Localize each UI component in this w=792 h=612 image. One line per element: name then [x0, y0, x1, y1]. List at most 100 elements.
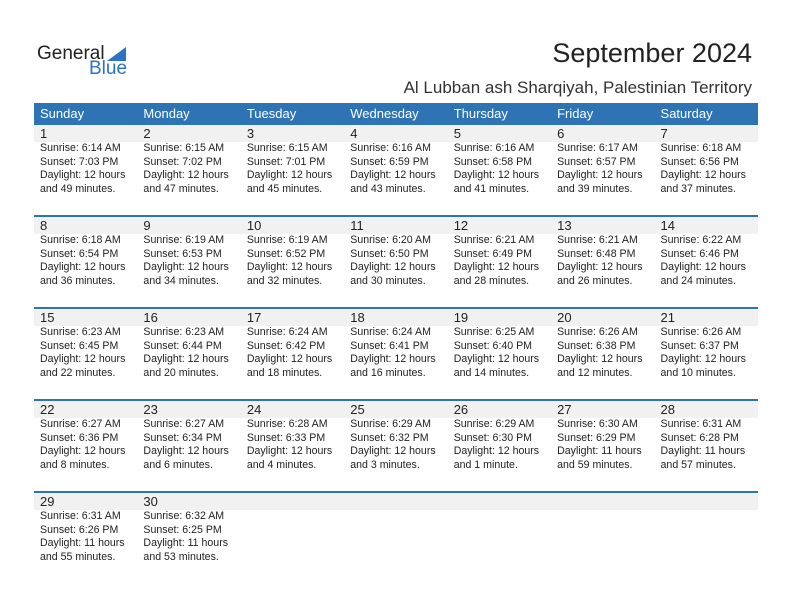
- sunset-time: Sunset: 6:42 PM: [246, 339, 326, 352]
- daylight-minutes: and 24 minutes.: [660, 274, 736, 287]
- daylight-hours: Daylight: 12 hours: [246, 169, 333, 182]
- daylight-minutes: and 8 minutes.: [40, 458, 110, 471]
- day-number-band: [34, 125, 758, 142]
- daylight-minutes: and 14 minutes.: [453, 366, 530, 379]
- weekday-friday: Friday: [557, 106, 594, 121]
- sunrise-time: Sunrise: 6:17 AM: [557, 142, 638, 154]
- daylight-hours: Daylight: 12 hours: [143, 445, 229, 458]
- day-number: 9: [143, 218, 151, 233]
- week-days: 22 Sunrise: 6:27 AM Sunset: 6:36 PM Dayligh…: [34, 401, 758, 472]
- day-cell: 12 Sunrise: 6:21 AM Sunset: 6:49 PM Dayligh…: [448, 217, 551, 288]
- sunrise-time: Sunrise: 6:22 AM: [660, 234, 742, 246]
- day-number: 3: [246, 126, 255, 141]
- sunset-time: Sunset: 6:46 PM: [660, 247, 739, 260]
- sunset-time: Sunset: 6:57 PM: [557, 155, 636, 168]
- sunrise-time: Sunrise: 6:15 AM: [246, 142, 328, 154]
- sunset-time: Sunset: 6:58 PM: [453, 155, 533, 168]
- day-cell: 16 Sunrise: 6:23 AM Sunset: 6:44 PM Dayligh…: [137, 309, 240, 380]
- sunrise-time: Sunrise: 6:19 AM: [143, 234, 225, 246]
- day-cell: 2 Sunrise: 6:15 AM Sunset: 7:02 PM Daylight…: [137, 125, 240, 196]
- week-days: 8 Sunrise: 6:18 AM Sunset: 6:54 PM Daylight…: [34, 217, 758, 288]
- week-days: 15 Sunrise: 6:23 AM Sunset: 6:45 PM Dayligh…: [34, 309, 758, 380]
- sunrise-time: Sunrise: 6:25 AM: [453, 326, 535, 338]
- sunrise-time: Sunrise: 6:23 AM: [40, 326, 121, 338]
- day-cell: 5 Sunrise: 6:16 AM Sunset: 6:58 PM Daylight…: [448, 125, 551, 196]
- day-number: 13: [557, 218, 572, 233]
- sunrise-time: Sunrise: 6:24 AM: [246, 326, 328, 338]
- sunrise-time: Sunrise: 6:31 AM: [660, 418, 742, 430]
- day-number: 28: [660, 402, 675, 417]
- day-cell: 6 Sunrise: 6:17 AM Sunset: 6:57 PM Daylight…: [551, 125, 654, 196]
- daylight-minutes: and 18 minutes.: [246, 366, 323, 379]
- sunrise-time: Sunrise: 6:21 AM: [453, 234, 535, 246]
- day-cell: 1 Sunrise: 6:14 AM Sunset: 7:03 PM Daylight…: [34, 125, 137, 196]
- daylight-hours: Daylight: 12 hours: [143, 353, 229, 366]
- sunrise-time: Sunrise: 6:15 AM: [143, 142, 225, 154]
- daylight-minutes: and 34 minutes.: [143, 274, 219, 287]
- daylight-hours: Daylight: 12 hours: [660, 261, 746, 274]
- day-cell: 30 Sunrise: 6:32 AM Sunset: 6:25 PM Dayligh…: [137, 493, 240, 564]
- sunset-time: Sunset: 6:32 PM: [350, 431, 429, 444]
- sunrise-time: Sunrise: 6:21 AM: [557, 234, 638, 246]
- day-number-band: [34, 217, 758, 234]
- daylight-minutes: and 37 minutes.: [660, 182, 736, 195]
- weekday-sunday: Sunday: [40, 106, 85, 121]
- daylight-hours: Daylight: 12 hours: [453, 445, 540, 458]
- day-cell: 20 Sunrise: 6:26 AM Sunset: 6:38 PM Dayligh…: [551, 309, 654, 380]
- sunset-time: Sunset: 6:34 PM: [143, 431, 222, 444]
- day-number: 19: [453, 310, 469, 325]
- sunrise-time: Sunrise: 6:26 AM: [660, 326, 742, 338]
- day-number: 26: [453, 402, 469, 417]
- sunrise-time: Sunrise: 6:30 AM: [557, 418, 638, 430]
- sunset-time: Sunset: 6:33 PM: [246, 431, 326, 444]
- sunrise-time: Sunrise: 6:23 AM: [143, 326, 225, 338]
- day-cell: 8 Sunrise: 6:18 AM Sunset: 6:54 PM Daylight…: [34, 217, 137, 288]
- daylight-hours: Daylight: 11 hours: [660, 445, 746, 458]
- daylight-minutes: and 4 minutes.: [246, 458, 317, 471]
- logo-general: General: [37, 43, 105, 64]
- day-number: 21: [660, 310, 675, 325]
- day-number: 7: [660, 126, 668, 141]
- sunrise-time: Sunrise: 6:28 AM: [246, 418, 328, 430]
- day-number: 15: [40, 310, 55, 325]
- sunset-time: Sunset: 6:25 PM: [143, 523, 222, 536]
- sunset-time: Sunset: 6:29 PM: [557, 431, 636, 444]
- logo: General Blue: [37, 43, 137, 83]
- daylight-hours: Daylight: 11 hours: [557, 445, 642, 458]
- daylight-hours: Daylight: 12 hours: [660, 169, 746, 182]
- day-number: 10: [246, 218, 262, 233]
- daylight-hours: Daylight: 12 hours: [350, 445, 436, 458]
- sunrise-time: Sunrise: 6:31 AM: [40, 510, 121, 522]
- sunset-time: Sunset: 6:26 PM: [40, 523, 119, 536]
- daylight-hours: Daylight: 12 hours: [40, 169, 126, 182]
- weekday-header: Sunday Monday Tuesday Wednesday Thursday Frid…: [34, 103, 758, 125]
- day-cell: 13 Sunrise: 6:21 AM Sunset: 6:48 PM Dayligh…: [551, 217, 654, 288]
- sunset-time: Sunset: 6:56 PM: [660, 155, 739, 168]
- day-number: 23: [143, 402, 158, 417]
- day-number: 24: [246, 402, 262, 417]
- day-cell: 17 Sunrise: 6:24 AM Sunset: 6:42 PM Dayligh…: [241, 309, 344, 380]
- sunset-time: Sunset: 6:44 PM: [143, 339, 222, 352]
- daylight-minutes: and 57 minutes.: [660, 458, 736, 471]
- day-number: 30: [143, 494, 158, 509]
- weekday-saturday: Saturday: [660, 106, 713, 121]
- day-number: 12: [453, 218, 469, 233]
- week-days: 29 Sunrise: 6:31 AM Sunset: 6:26 PM Dayligh…: [34, 493, 758, 564]
- daylight-minutes: and 22 minutes.: [40, 366, 116, 379]
- day-cell: 18 Sunrise: 6:24 AM Sunset: 6:41 PM Dayligh…: [344, 309, 447, 380]
- day-cell: 7 Sunrise: 6:18 AM Sunset: 6:56 PM Daylight…: [655, 125, 758, 196]
- daylight-minutes: and 1 minute.: [453, 458, 518, 471]
- sunset-time: Sunset: 6:38 PM: [557, 339, 636, 352]
- daylight-hours: Daylight: 11 hours: [143, 537, 229, 550]
- daylight-hours: Daylight: 12 hours: [453, 353, 540, 366]
- sunrise-time: Sunrise: 6:27 AM: [40, 418, 121, 430]
- sunset-time: Sunset: 6:37 PM: [660, 339, 739, 352]
- daylight-hours: Daylight: 12 hours: [143, 261, 229, 274]
- day-number: 27: [557, 402, 572, 417]
- day-cell: 11 Sunrise: 6:20 AM Sunset: 6:50 PM Dayligh…: [344, 217, 447, 288]
- page-title: September 2024: [552, 38, 752, 68]
- day-cell: 29 Sunrise: 6:31 AM Sunset: 6:26 PM Dayligh…: [34, 493, 137, 564]
- daylight-hours: Daylight: 12 hours: [350, 353, 436, 366]
- day-number: 6: [557, 126, 565, 141]
- week-row: 8 Sunrise: 6:18 AM Sunset: 6:54 PM Daylight…: [34, 215, 758, 307]
